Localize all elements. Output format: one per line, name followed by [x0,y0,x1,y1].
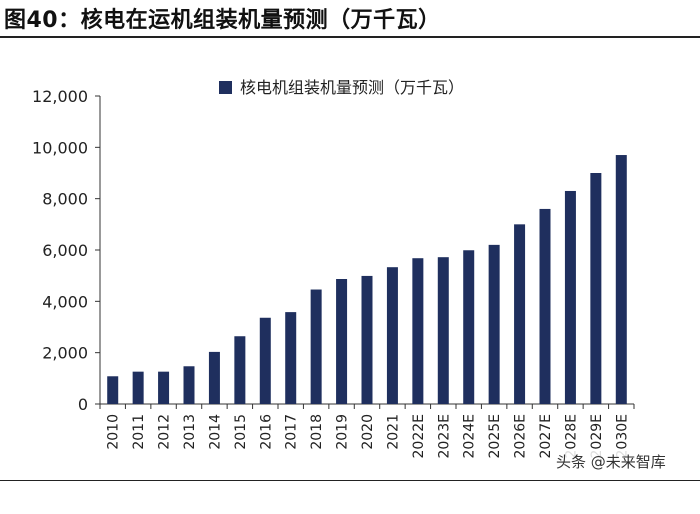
bar-2024E [463,250,475,404]
footer-divider [0,480,700,481]
x-axis-ticks: 2010 2011 2012 2013 2014 2015 2016 2017 2018 2019… [99,404,635,458]
x-tick-label: 2015 [233,414,249,450]
y-tick-label: 12,000 [32,87,88,106]
bar-2014 [208,351,220,404]
bar-2015 [234,336,246,404]
x-tick-label: 2019 [335,414,351,450]
x-tick-label: 2029E [589,414,605,458]
x-tick-label: 2030E [614,414,630,458]
legend-swatch [219,81,232,94]
bar-2011 [132,371,144,404]
x-tick-label: 2010 [106,414,122,450]
bar-2028E [564,190,576,404]
y-axis-ticks: 0 2,000 4,000 6,000 8,000 10,000 12,000 [32,87,100,414]
bars [107,155,627,404]
bar-2022E [412,258,424,404]
x-tick-label: 2013 [182,414,198,450]
x-tick-label: 2021 [385,414,401,450]
bar-2017 [285,312,297,404]
x-tick-label: 2016 [258,414,274,450]
x-tick-label: 2018 [309,414,325,450]
x-tick-label: 2017 [284,414,300,450]
bar-2010 [107,376,119,404]
figure-title: 图40：核电在运机组装机量预测（万千瓦） [4,8,441,33]
y-tick-label: 0 [78,395,88,414]
y-tick-label: 4,000 [42,292,88,311]
y-tick-label: 10,000 [32,138,88,157]
x-tick-label: 2024E [462,414,478,458]
x-tick-label: 2027E [538,414,554,458]
bar-2027E [539,208,551,404]
y-tick-label: 2,000 [42,344,88,363]
y-tick-label: 8,000 [42,190,88,209]
x-tick-label: 2012 [157,414,173,450]
bar-2020 [361,275,373,404]
bar-2029E [590,173,602,404]
x-tick-label: 2028E [563,414,579,458]
bar-2026E [514,224,526,404]
bar-2023E [437,257,449,404]
bar-2012 [158,371,170,404]
bar-2021 [386,267,398,404]
x-tick-label: 2020 [360,414,376,450]
legend-label: 核电机组装机量预测（万千瓦） [240,78,464,97]
bar-2016 [259,317,271,404]
x-tick-label: 2014 [207,414,223,450]
x-tick-label: 2026E [513,414,529,458]
bar-2025E [488,244,500,404]
x-tick-label: 2023E [436,414,452,458]
x-tick-label: 2022E [411,414,427,458]
bar-2019 [336,279,348,404]
bar-2018 [310,289,322,404]
chart-legend: 核电机组装机量预测（万千瓦） [219,78,464,97]
bar-2030E [615,155,627,404]
y-tick-label: 6,000 [42,241,88,260]
bar-2013 [183,366,195,404]
watermark: 头条 @未来智库 [552,450,670,473]
x-tick-label: 2025E [487,414,503,458]
x-tick-label: 2011 [131,414,147,450]
title-divider [0,36,700,38]
